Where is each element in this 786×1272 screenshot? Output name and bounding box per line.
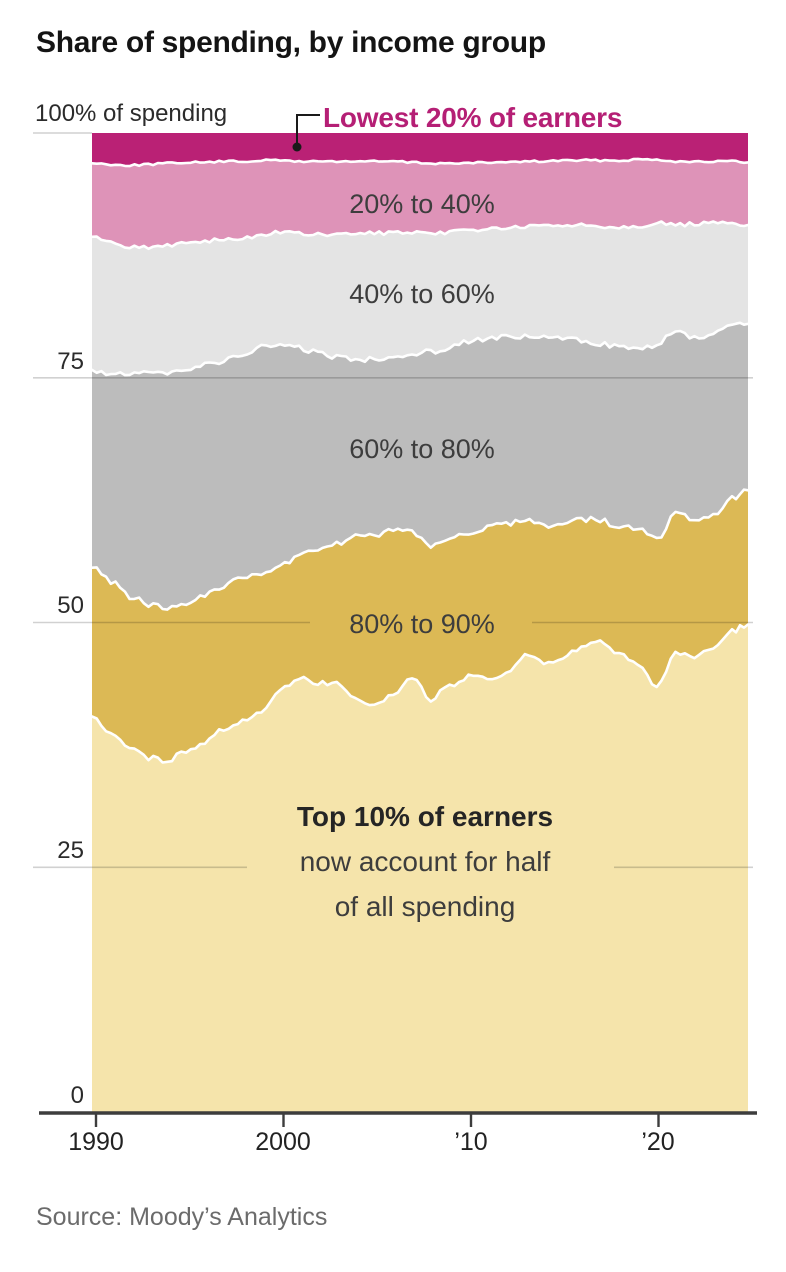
annotation-line-1: Top 10% of earners (296, 801, 554, 832)
band-boundary-line (90, 220, 750, 251)
band-boundary-line (90, 488, 750, 611)
source-label: Source: Moody’s Analytics (36, 1203, 328, 1231)
callout-line (296, 114, 320, 147)
chart-title: Share of spending, by income group (36, 26, 546, 59)
y-tick-50: 50 (57, 592, 84, 619)
y-tick-75: 75 (57, 348, 84, 375)
area-band-0 (92, 133, 748, 167)
annotation-line-3: of all spending (334, 891, 516, 922)
area-band-4 (92, 489, 748, 763)
band-boundary-line (90, 623, 750, 764)
area-band-5 (92, 624, 748, 1112)
band-label-60-80: 60% to 80% (349, 434, 495, 464)
area-band-1 (92, 158, 748, 249)
band-boundary-line (90, 321, 750, 377)
y-tick-25: 25 (57, 837, 84, 864)
annotation-top10: Top 10% of earners now account for half … (225, 794, 625, 929)
callout-dot (292, 142, 302, 152)
band-boundary-line (90, 157, 750, 168)
x-tick-2000: 2000 (255, 1128, 311, 1156)
annotation-line-2: now account for half (299, 846, 551, 877)
series-label-lowest-20: Lowest 20% of earners (323, 102, 623, 133)
x-tick-1990: 1990 (68, 1128, 124, 1156)
area-band-3 (92, 322, 748, 610)
x-tick-2010: ’10 (454, 1128, 488, 1156)
band-label-20-40: 20% to 40% (349, 189, 495, 219)
y-axis-top-label: 100% of spending (35, 100, 228, 127)
area-band-2 (92, 221, 748, 376)
band-label-80-90: 80% to 90% (349, 609, 495, 639)
y-tick-0: 0 (70, 1082, 84, 1109)
band-label-40-60: 40% to 60% (349, 279, 495, 309)
x-tick-2020: ’20 (641, 1128, 675, 1156)
